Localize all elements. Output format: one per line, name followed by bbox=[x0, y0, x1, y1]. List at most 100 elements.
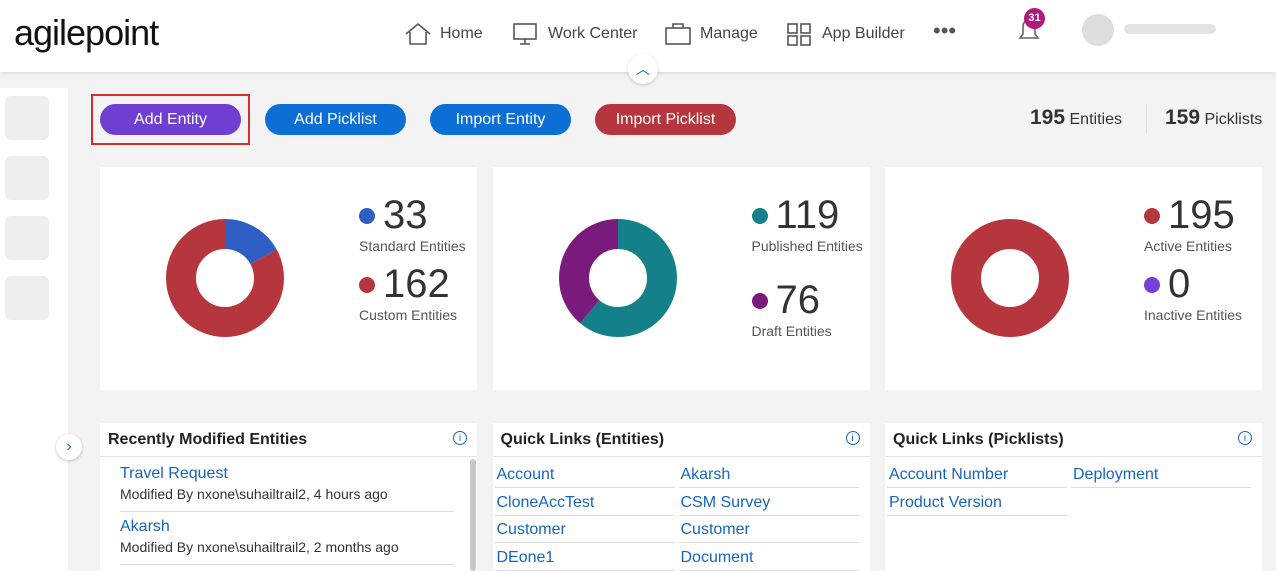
legend-item: 0 Inactive Entities bbox=[1144, 262, 1259, 323]
chart-card: 119 Published Entities 76 Draft Entities bbox=[492, 167, 870, 390]
legend-value: 0 bbox=[1168, 262, 1191, 306]
icon bbox=[665, 23, 691, 45]
entity-count: 195 Entities bbox=[1030, 106, 1122, 130]
quick-link[interactable]: Akarsh bbox=[678, 461, 859, 488]
icon bbox=[405, 22, 431, 45]
highlight-box bbox=[91, 94, 250, 145]
notification-badge: 31 bbox=[1024, 8, 1045, 29]
donut-segment bbox=[166, 219, 284, 337]
picklist-count: 159 Picklists bbox=[1165, 106, 1262, 130]
nav-home[interactable]: Home bbox=[404, 22, 483, 46]
quick-link[interactable]: CSM Survey bbox=[678, 489, 859, 516]
more-menu[interactable]: ••• bbox=[933, 18, 957, 43]
avatar[interactable] bbox=[1082, 14, 1114, 46]
legend-dot bbox=[1144, 276, 1160, 293]
button[interactable]: Add Entity bbox=[100, 104, 241, 135]
nav-label: Manage bbox=[700, 25, 758, 42]
collapse-header[interactable]: ︿ bbox=[628, 54, 658, 84]
legend-value-row: 33 bbox=[359, 193, 474, 238]
donut-segment bbox=[951, 219, 1069, 337]
legend-item: 33 Standard Entities bbox=[359, 193, 474, 254]
expand-sidebar[interactable]: › bbox=[56, 434, 82, 460]
entity-detail: Modified By nxone\suhailtrail2, 2 months… bbox=[120, 539, 454, 565]
logo: agilepoint bbox=[14, 12, 159, 53]
legend-dot bbox=[751, 292, 768, 309]
legend-item: 162 Custom Entities bbox=[359, 262, 474, 323]
nav-manage[interactable]: Manage bbox=[664, 22, 758, 46]
info-icon[interactable]: i bbox=[453, 431, 467, 445]
donut bbox=[166, 219, 284, 337]
quick-link[interactable]: Document bbox=[678, 544, 859, 571]
legend-dot bbox=[359, 207, 375, 224]
legend-label: Draft Entities bbox=[751, 323, 832, 339]
button[interactable]: Add Picklist bbox=[265, 104, 406, 135]
legend-label: Inactive Entities bbox=[1144, 307, 1243, 323]
count: 159 bbox=[1165, 106, 1201, 129]
legend-value-row: 0 bbox=[1144, 262, 1259, 307]
legend-value-row: 195 bbox=[1144, 193, 1259, 238]
legend-dot bbox=[751, 207, 768, 224]
panel-title: Quick Links (Entities) bbox=[492, 423, 870, 457]
quick-link[interactable]: Account bbox=[494, 461, 675, 488]
legend-value: 76 bbox=[775, 278, 821, 322]
legend-value-row: 162 bbox=[359, 262, 474, 307]
legend-dot bbox=[1144, 207, 1160, 224]
legend-value: 119 bbox=[775, 193, 840, 237]
panel: Quick Links (Entities) i Account Akarsh Clon… bbox=[492, 423, 870, 571]
donut-segment bbox=[558, 219, 677, 337]
nav-label: Work Center bbox=[548, 25, 638, 42]
panel-title: Quick Links (Picklists) bbox=[885, 423, 1262, 457]
count: 195 bbox=[1030, 106, 1066, 129]
info-icon[interactable]: i bbox=[1238, 431, 1252, 445]
user-name-blurred bbox=[1124, 24, 1216, 34]
entity-link[interactable]: Akarsh bbox=[120, 518, 170, 535]
side-icon[interactable] bbox=[5, 276, 49, 320]
button[interactable]: Import Entity bbox=[430, 104, 571, 135]
side-icon[interactable] bbox=[5, 216, 49, 260]
nav-work-center[interactable]: Work Center bbox=[512, 22, 638, 46]
legend-label: Standard Entities bbox=[359, 238, 466, 254]
legend-value-row: 76 bbox=[751, 278, 867, 323]
quick-link[interactable]: Customer bbox=[678, 516, 859, 543]
legend-value: 162 bbox=[383, 262, 450, 306]
divider bbox=[1146, 104, 1147, 134]
icon bbox=[787, 23, 811, 46]
quick-link[interactable]: Customer bbox=[494, 516, 675, 543]
legend-value: 195 bbox=[1168, 193, 1235, 237]
legend-item: 119 Published Entities bbox=[751, 193, 867, 254]
legend-label: Custom Entities bbox=[359, 307, 458, 323]
nav-label: App Builder bbox=[822, 25, 905, 42]
quick-link[interactable]: DEone1 bbox=[494, 544, 675, 571]
quick-link[interactable]: Deployment bbox=[1071, 461, 1251, 488]
donut bbox=[558, 219, 677, 337]
chart-card: 33 Standard Entities 162 Custom Entities bbox=[100, 167, 477, 390]
nav-label: Home bbox=[440, 25, 483, 42]
info-icon[interactable]: i bbox=[845, 431, 860, 445]
panel-title: Recently Modified Entities bbox=[100, 423, 477, 457]
quick-link[interactable]: CloneAccTest bbox=[494, 489, 675, 516]
icon bbox=[513, 23, 537, 45]
entity-link[interactable]: Travel Request bbox=[120, 465, 228, 482]
nav-app-builder[interactable]: App Builder bbox=[786, 22, 905, 46]
legend-label: Published Entities bbox=[751, 238, 863, 254]
legend-value: 33 bbox=[383, 193, 428, 237]
panel: Recently Modified Entities i Travel Reques… bbox=[100, 423, 477, 571]
legend-value-row: 119 bbox=[751, 193, 867, 238]
quick-link[interactable]: Product Version bbox=[887, 489, 1067, 516]
quick-link[interactable]: Account Number bbox=[887, 461, 1067, 488]
header: agilepoint Home Work Center Manage App B… bbox=[0, 0, 1276, 84]
donut bbox=[951, 219, 1069, 337]
side-icon[interactable] bbox=[5, 96, 49, 140]
count-label: Entities bbox=[1069, 111, 1122, 128]
chart-card: 195 Active Entities 0 Inactive Entities bbox=[885, 167, 1262, 390]
legend-item: 76 Draft Entities bbox=[751, 278, 867, 339]
side-icon[interactable] bbox=[5, 156, 49, 200]
button[interactable]: Import Picklist bbox=[595, 104, 736, 135]
legend-dot bbox=[359, 276, 375, 293]
entity-detail: Modified By nxone\suhailtrail2, 4 hours … bbox=[120, 486, 454, 512]
panel: Quick Links (Picklists) i Account Number De… bbox=[885, 423, 1262, 571]
sidebar: › bbox=[0, 88, 82, 571]
count-label: Picklists bbox=[1204, 111, 1263, 128]
legend-item: 195 Active Entities bbox=[1144, 193, 1259, 254]
